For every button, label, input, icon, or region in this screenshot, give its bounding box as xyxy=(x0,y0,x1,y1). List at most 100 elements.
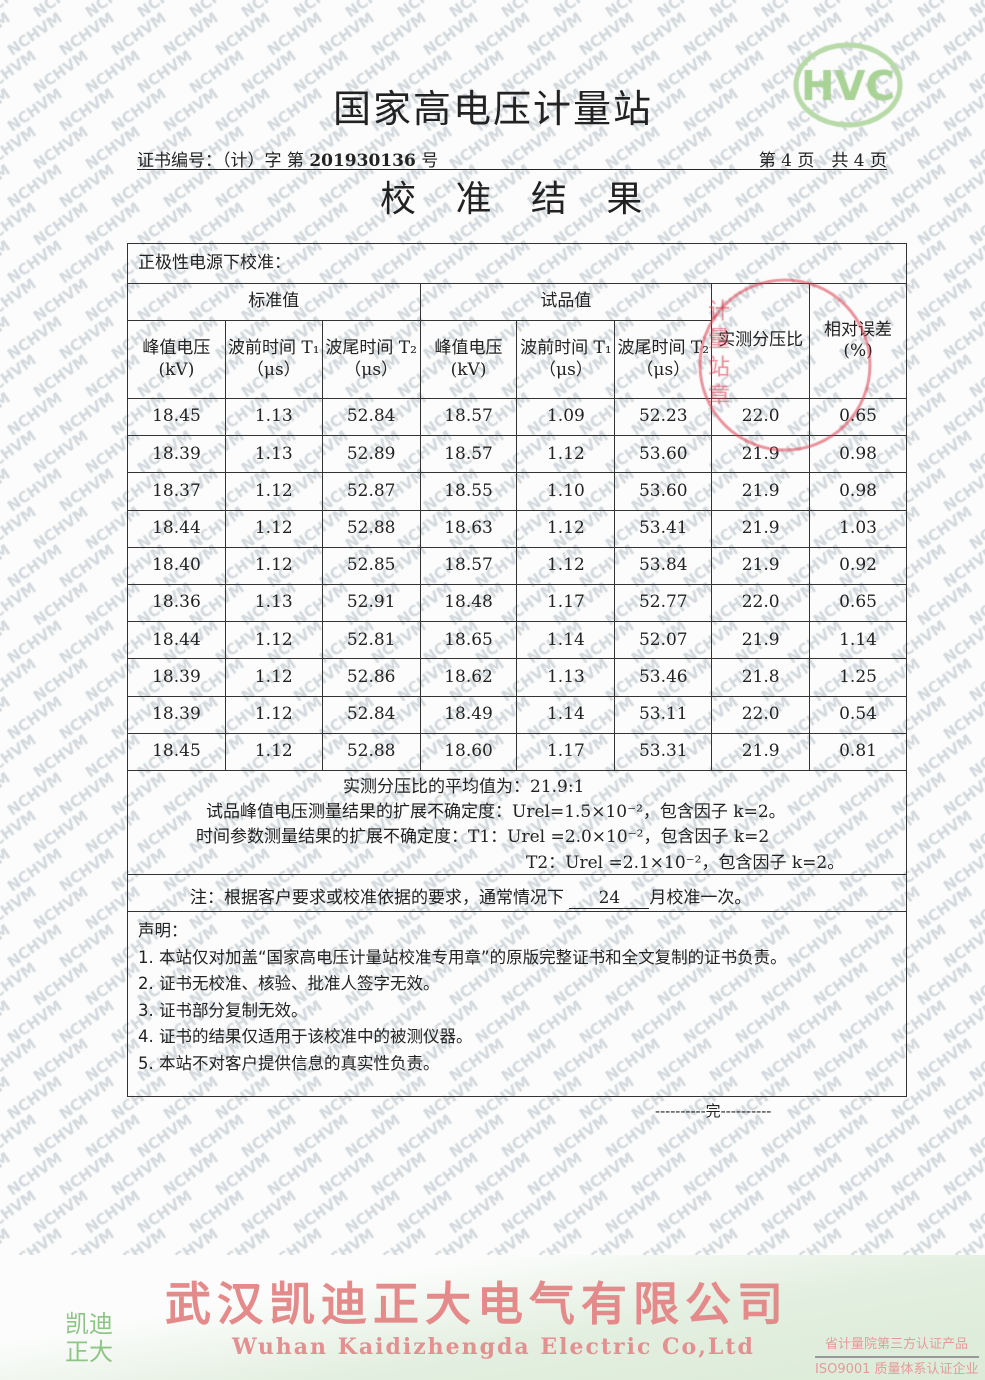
table-cell: 18.44 xyxy=(127,621,226,660)
calibration-interval-note: 注：根据客户要求或校准依据的要求，通常情况下 24 月校准一次。 xyxy=(190,888,752,909)
table-cell: 53.60 xyxy=(614,435,713,474)
table-row: 18.39 1.13 52.89 18.57 1.12 53.60 21.9 0.98 xyxy=(127,435,907,474)
statement-item: 4. 证书的结果仅适用于该校准中的被测仪器。 xyxy=(138,1027,473,1046)
table-cell: 52.86 xyxy=(321,658,421,697)
certification-1: 省计量院第三方认证产品 xyxy=(825,1337,969,1352)
table-cell: 18.62 xyxy=(419,658,518,697)
table-cell: 52.85 xyxy=(321,546,421,585)
brand-logo: 凯迪正大 xyxy=(65,1310,113,1366)
table-cell: 52.23 xyxy=(614,397,713,437)
table-cell: 18.65 xyxy=(419,621,518,660)
table-cell: 0.65 xyxy=(809,397,907,437)
page-number: 第 4 页 共 4 页 xyxy=(758,151,887,171)
table-cell: 18.57 xyxy=(419,435,518,474)
company-name-cn: 武汉凯迪正大电气有限公司 xyxy=(165,1277,789,1331)
table-row: 18.37 1.12 52.87 18.55 1.10 53.60 21.9 0.98 xyxy=(127,472,907,511)
t2-uncertainty: T2：Urel =2.1×10⁻²，包含因子 k=2。 xyxy=(526,853,845,873)
table-cell: 21.8 xyxy=(711,658,811,697)
table-cell: 1.25 xyxy=(809,658,907,697)
table-cell: 18.55 xyxy=(419,472,518,511)
table-row: 18.45 1.12 52.88 18.60 1.17 53.31 21.9 0.81 xyxy=(127,732,907,771)
certification-2: ISO9001 质量体系认证企业 xyxy=(815,1356,979,1377)
table-cell: 52.07 xyxy=(614,621,713,660)
table-cell: 52.81 xyxy=(321,621,421,660)
table-cell: 18.60 xyxy=(419,732,518,771)
table-cell: 1.12 xyxy=(516,546,616,585)
table-cell: 0.54 xyxy=(809,695,907,734)
table-cell: 1.12 xyxy=(224,695,323,734)
header-std-peak: 峰值电压(kV) xyxy=(127,320,226,399)
statement-item: 3. 证书部分复制无效。 xyxy=(138,1000,308,1020)
table-row: 18.36 1.13 52.91 18.48 1.17 52.77 22.0 0.65 xyxy=(127,583,907,623)
table-cell: 21.9 xyxy=(711,472,811,511)
table-cell: 18.49 xyxy=(419,695,518,734)
table-cell: 18.39 xyxy=(127,435,226,474)
table-cell: 1.17 xyxy=(516,732,616,771)
statement-item: 2. 证书无校准、核验、批准人签字无效。 xyxy=(138,974,440,993)
table-cell: 18.45 xyxy=(127,732,226,771)
header-std-t1: 波前时间 T₁ （μs） xyxy=(224,320,323,399)
header-std-t2: 波尾时间 T₂ （μs） xyxy=(321,320,421,399)
certificate-number: 201930136 xyxy=(309,151,416,171)
divider xyxy=(128,874,906,875)
header-test-t1: 波前时间 T₁ （μs） xyxy=(516,320,616,399)
summary-box: 实测分压比的平均值为：21.9:1 试品峰值电压测量结果的扩展不确定度：Urel… xyxy=(127,770,907,912)
table-cell: 21.9 xyxy=(711,435,811,474)
table-cell: 18.36 xyxy=(127,583,226,623)
end-marker: ----------完---------- xyxy=(655,1102,772,1120)
table-cell: 53.46 xyxy=(614,658,713,697)
table-cell: 1.03 xyxy=(809,509,907,548)
table-cell: 21.9 xyxy=(711,509,811,548)
table-cell: 18.57 xyxy=(419,397,518,437)
table-cell: 1.14 xyxy=(516,621,616,660)
table-cell: 18.39 xyxy=(127,658,226,697)
table-cell: 53.41 xyxy=(614,509,713,548)
table-row: 18.40 1.12 52.85 18.57 1.12 53.84 21.9 0.92 xyxy=(127,546,907,585)
table-cell: 1.13 xyxy=(224,583,323,623)
header-ratio: 实测分压比 xyxy=(711,283,811,399)
statement-item: 5. 本站不对客户提供信息的真实性负责。 xyxy=(138,1053,440,1073)
certificate-header: 证书编号：（计）字 第 201930136 号 第 4 页 共 4 页 xyxy=(137,146,887,171)
table-cell: 53.60 xyxy=(614,472,713,511)
peak-uncertainty: 试品峰值电压测量结果的扩展不确定度：Urel=1.5×10⁻²，包含因子 k=2… xyxy=(206,802,786,822)
table-cell: 52.88 xyxy=(321,509,421,548)
table-cell: 52.91 xyxy=(321,583,421,623)
t1-uncertainty: 时间参数测量结果的扩展不确定度：T1：Urel =2.0×10⁻²，包含因子 k… xyxy=(196,827,770,847)
table-cell: 18.40 xyxy=(127,546,226,585)
table-cell: 1.12 xyxy=(224,732,323,771)
table-cell: 1.09 xyxy=(516,397,616,437)
table-row: 18.45 1.13 52.84 18.57 1.09 52.23 22.0 0.65 xyxy=(127,397,907,437)
table-cell: 18.37 xyxy=(127,472,226,511)
table-cell: 18.48 xyxy=(419,583,518,623)
table-cell: 52.88 xyxy=(321,732,421,771)
interval-months: 24 xyxy=(569,888,650,909)
table-cell: 53.84 xyxy=(614,546,713,585)
table-cell: 1.12 xyxy=(224,658,323,697)
page-title: 国家高电压计量站 xyxy=(332,87,653,131)
average-ratio: 实测分压比的平均值为：21.9:1 xyxy=(343,777,585,797)
table-cell: 22.0 xyxy=(711,397,811,437)
table-cell: 53.31 xyxy=(614,732,713,771)
table-cell: 21.9 xyxy=(711,546,811,585)
table-caption: 正极性电源下校准： xyxy=(127,243,907,284)
table-cell: 18.44 xyxy=(127,509,226,548)
table-cell: 22.0 xyxy=(711,583,811,623)
table-cell: 22.0 xyxy=(711,695,811,734)
table-cell: 1.12 xyxy=(516,435,616,474)
table-cell: 52.87 xyxy=(321,472,421,511)
statement-heading: 声明： xyxy=(138,921,188,940)
table-cell: 52.89 xyxy=(321,435,421,474)
table-cell: 1.14 xyxy=(809,621,907,660)
statement-box: 声明： 1. 本站仅对加盖“国家高电压计量站校准专用章”的原版完整证书和全文复制… xyxy=(127,912,907,1097)
statement-item: 1. 本站仅对加盖“国家高电压计量站校准专用章”的原版完整证书和全文复制的证书负… xyxy=(138,947,787,967)
table-cell: 0.98 xyxy=(809,472,907,511)
header-test-t2: 波尾时间 T₂ （μs） xyxy=(614,320,713,399)
table-cell: 18.63 xyxy=(419,509,518,548)
table-cell: 18.57 xyxy=(419,546,518,585)
table-cell: 52.84 xyxy=(321,397,421,437)
table-cell: 1.12 xyxy=(224,546,323,585)
calibration-table: 正极性电源下校准： 标准值 试品值 实测分压比 相对误差(%) 峰值电压(kV)… xyxy=(127,243,907,771)
table-cell: 0.81 xyxy=(809,732,907,771)
table-cell: 18.45 xyxy=(127,397,226,437)
table-cell: 52.77 xyxy=(614,583,713,623)
